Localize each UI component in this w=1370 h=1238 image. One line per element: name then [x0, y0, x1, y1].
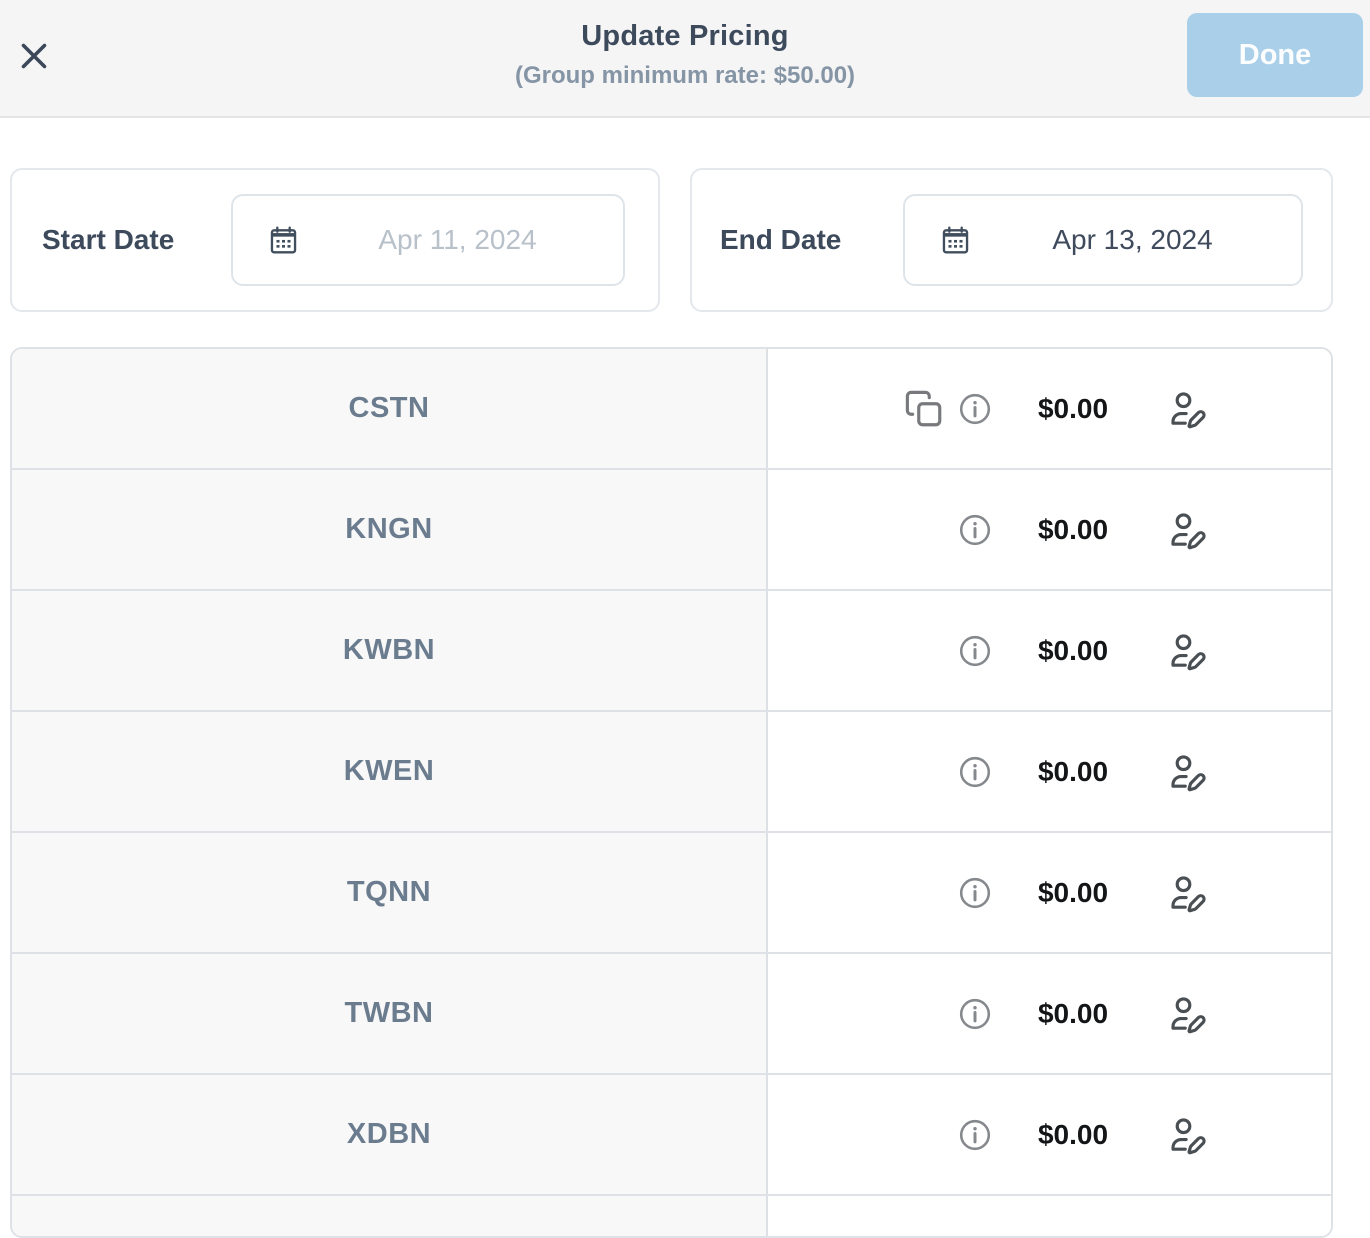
- end-date-card: End Date Apr 13, 2024: [690, 168, 1333, 312]
- table-row: CSTN $0.00: [12, 349, 1331, 470]
- edit-rate-button[interactable]: [1166, 993, 1208, 1035]
- start-date-card: Start Date Apr 11, 2024: [10, 168, 660, 312]
- user-edit-icon: [1171, 1117, 1206, 1154]
- rate-code-label: KNGN: [345, 513, 433, 545]
- rate-amount: $0.00: [1037, 392, 1109, 424]
- info-icon: [959, 756, 991, 787]
- rate-value-cell: $0.00: [766, 954, 1331, 1073]
- page-title: Update Pricing: [581, 20, 789, 52]
- done-button[interactable]: Done: [1187, 13, 1363, 97]
- rate-code-cell: KWEN: [12, 712, 766, 831]
- close-button[interactable]: [12, 34, 56, 78]
- rate-code-cell: [12, 1196, 766, 1236]
- rate-amount: $0.00: [1037, 876, 1109, 908]
- rate-amount: $0.00: [1037, 634, 1109, 666]
- table-row: XDBN $0.00: [12, 1075, 1331, 1196]
- rate-value-cell: $0.00: [766, 470, 1331, 589]
- rate-amount: $0.00: [1037, 997, 1109, 1029]
- start-date-value: Apr 11, 2024: [378, 224, 537, 255]
- group-minimum-rate-subtitle: (Group minimum rate: $50.00): [514, 62, 856, 89]
- info-button[interactable]: [957, 754, 993, 790]
- rate-code-cell: CSTN: [12, 349, 766, 468]
- rate-value-cell: $0.00: [766, 833, 1331, 952]
- edit-rate-button[interactable]: [1166, 751, 1208, 793]
- rate-amount: $0.00: [1037, 1118, 1109, 1150]
- table-row: KNGN $0.00: [12, 470, 1331, 591]
- info-icon: [959, 514, 991, 545]
- copy-rate-button[interactable]: [902, 387, 945, 430]
- end-date-value: Apr 13, 2024: [1052, 224, 1213, 255]
- rate-value-cell: $0.00: [766, 591, 1331, 710]
- user-edit-icon: [1171, 512, 1206, 549]
- rate-value-cell: $0.00: [766, 712, 1331, 831]
- rate-code-cell: KWBN: [12, 591, 766, 710]
- rate-code-cell: TWBN: [12, 954, 766, 1073]
- info-icon: [959, 635, 991, 666]
- rate-value-cell: [766, 1196, 1331, 1236]
- calendar-icon: [270, 226, 297, 253]
- info-icon: [959, 998, 991, 1029]
- rate-code-label: CSTN: [348, 392, 430, 424]
- table-row: TQNN $0.00: [12, 833, 1331, 954]
- copy-icon: [905, 390, 941, 426]
- info-button[interactable]: [957, 512, 993, 548]
- user-edit-icon: [1171, 996, 1206, 1033]
- rate-code-label: XDBN: [346, 1118, 432, 1150]
- user-edit-icon: [1171, 391, 1206, 428]
- info-icon: [959, 393, 991, 424]
- calendar-icon: [942, 226, 969, 253]
- rate-code-label: KWBN: [342, 634, 436, 666]
- info-button[interactable]: [957, 391, 993, 427]
- modal-header: Update Pricing (Group minimum rate: $50.…: [0, 0, 1370, 118]
- edit-rate-button[interactable]: [1166, 630, 1208, 672]
- end-date-label: End Date: [720, 224, 842, 255]
- info-button[interactable]: [957, 633, 993, 669]
- user-edit-icon: [1171, 754, 1206, 791]
- table-row-partial: [12, 1196, 1331, 1236]
- rate-amount: $0.00: [1037, 513, 1109, 545]
- edit-rate-button[interactable]: [1166, 509, 1208, 551]
- rate-amount: $0.00: [1037, 755, 1109, 787]
- header-title-block: Update Pricing (Group minimum rate: $50.…: [515, 0, 855, 90]
- rate-value-cell: $0.00: [766, 1075, 1331, 1194]
- rate-code-label: KWEN: [343, 755, 435, 787]
- rate-code-cell: KNGN: [12, 470, 766, 589]
- edit-rate-button[interactable]: [1166, 388, 1208, 430]
- end-date-input[interactable]: Apr 13, 2024: [903, 194, 1303, 286]
- pricing-table: CSTN $0.00: [10, 347, 1333, 1238]
- rate-code-cell: TQNN: [12, 833, 766, 952]
- table-row: TWBN $0.00: [12, 954, 1331, 1075]
- user-edit-icon: [1171, 633, 1206, 670]
- edit-rate-button[interactable]: [1166, 1114, 1208, 1156]
- rate-value-cell: $0.00: [766, 349, 1331, 468]
- info-button[interactable]: [957, 1117, 993, 1153]
- info-icon: [959, 1119, 991, 1150]
- rate-code-label: TQNN: [346, 876, 432, 908]
- table-row: KWEN $0.00: [12, 712, 1331, 833]
- edit-rate-button[interactable]: [1166, 872, 1208, 914]
- info-button[interactable]: [957, 875, 993, 911]
- info-icon: [959, 877, 991, 908]
- start-date-label: Start Date: [42, 224, 175, 255]
- close-icon: [21, 43, 47, 69]
- info-button[interactable]: [957, 996, 993, 1032]
- rate-code-cell: XDBN: [12, 1075, 766, 1194]
- rate-code-label: TWBN: [344, 997, 434, 1029]
- user-edit-icon: [1171, 875, 1206, 912]
- date-range-section: Start Date Apr 11, 2024 End Date: [10, 168, 1333, 312]
- start-date-input[interactable]: Apr 11, 2024: [231, 194, 625, 286]
- table-row: KWBN $0.00: [12, 591, 1331, 712]
